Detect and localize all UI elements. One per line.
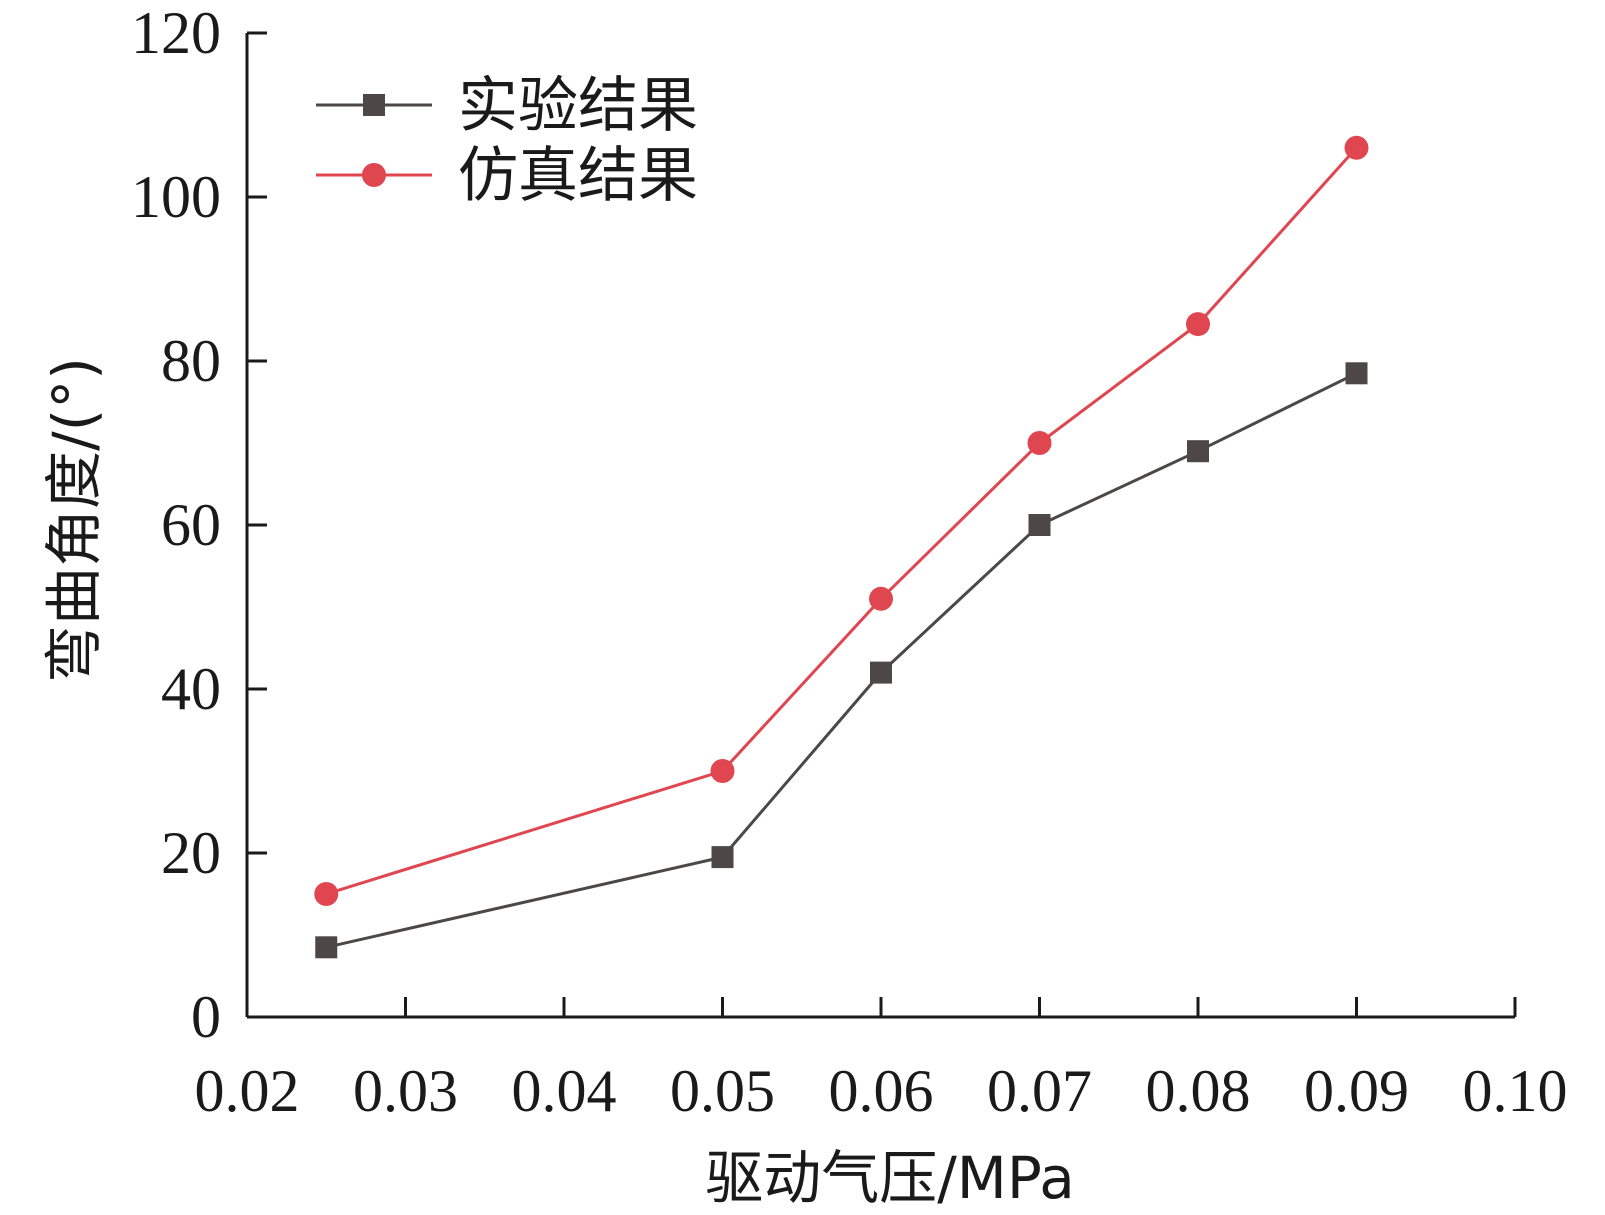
legend-marker <box>362 163 386 187</box>
data-point <box>711 846 734 869</box>
data-point <box>710 759 735 783</box>
legend-item: 仿真结果 <box>316 141 698 211</box>
data-point <box>1345 362 1368 385</box>
legend-item: 实验结果 <box>316 71 698 141</box>
y-tick-label: 0 <box>191 984 221 1050</box>
series-1 <box>314 135 1369 906</box>
axes <box>245 33 1515 1019</box>
y-axis-title: 弯曲角度/(°) <box>40 357 108 683</box>
y-tick-label: 20 <box>161 820 221 886</box>
series-0 <box>315 362 1368 959</box>
x-tick-label: 0.05 <box>670 1058 775 1124</box>
data-point <box>1344 135 1369 160</box>
data-point <box>869 586 893 611</box>
data-point <box>315 936 338 959</box>
y-tick-label: 100 <box>131 164 221 230</box>
data-point <box>314 882 339 906</box>
x-tick-label: 0.06 <box>829 1058 934 1124</box>
series-line <box>325 146 1358 896</box>
legend-marker <box>363 94 385 116</box>
y-tick-label: 120 <box>131 0 221 66</box>
x-tick-label: 0.10 <box>1463 1058 1568 1124</box>
data-point <box>1028 514 1051 536</box>
x-tick-label: 0.04 <box>512 1058 617 1124</box>
data-point <box>1187 440 1209 463</box>
x-tick-label: 0.09 <box>1304 1058 1409 1124</box>
legend-label: 实验结果 <box>458 71 698 141</box>
legend-label: 仿真结果 <box>458 141 698 211</box>
y-tick-label: 40 <box>161 656 221 722</box>
y-tick-label: 80 <box>161 328 221 394</box>
data-point <box>870 661 892 684</box>
x-tick-label: 0.08 <box>1146 1058 1251 1124</box>
x-tick-label: 0.07 <box>987 1058 1092 1124</box>
x-axis-ticks: 0.02 0.03 0.04 0.05 0.06 0.07 0.08 0.09 0.10 <box>195 997 1568 1124</box>
x-tick-label: 0.02 <box>195 1058 300 1124</box>
data-point <box>1186 312 1210 337</box>
y-axis-ticks: 0 20 40 60 80 100 120 <box>131 0 267 1050</box>
series-line <box>325 371 1358 949</box>
data-point <box>1027 431 1052 455</box>
x-axis-title: 驱动气压/MPa <box>705 1144 1075 1212</box>
series-layer <box>314 135 1369 959</box>
y-tick-label: 60 <box>161 492 221 558</box>
x-tick-label: 0.03 <box>353 1058 458 1124</box>
